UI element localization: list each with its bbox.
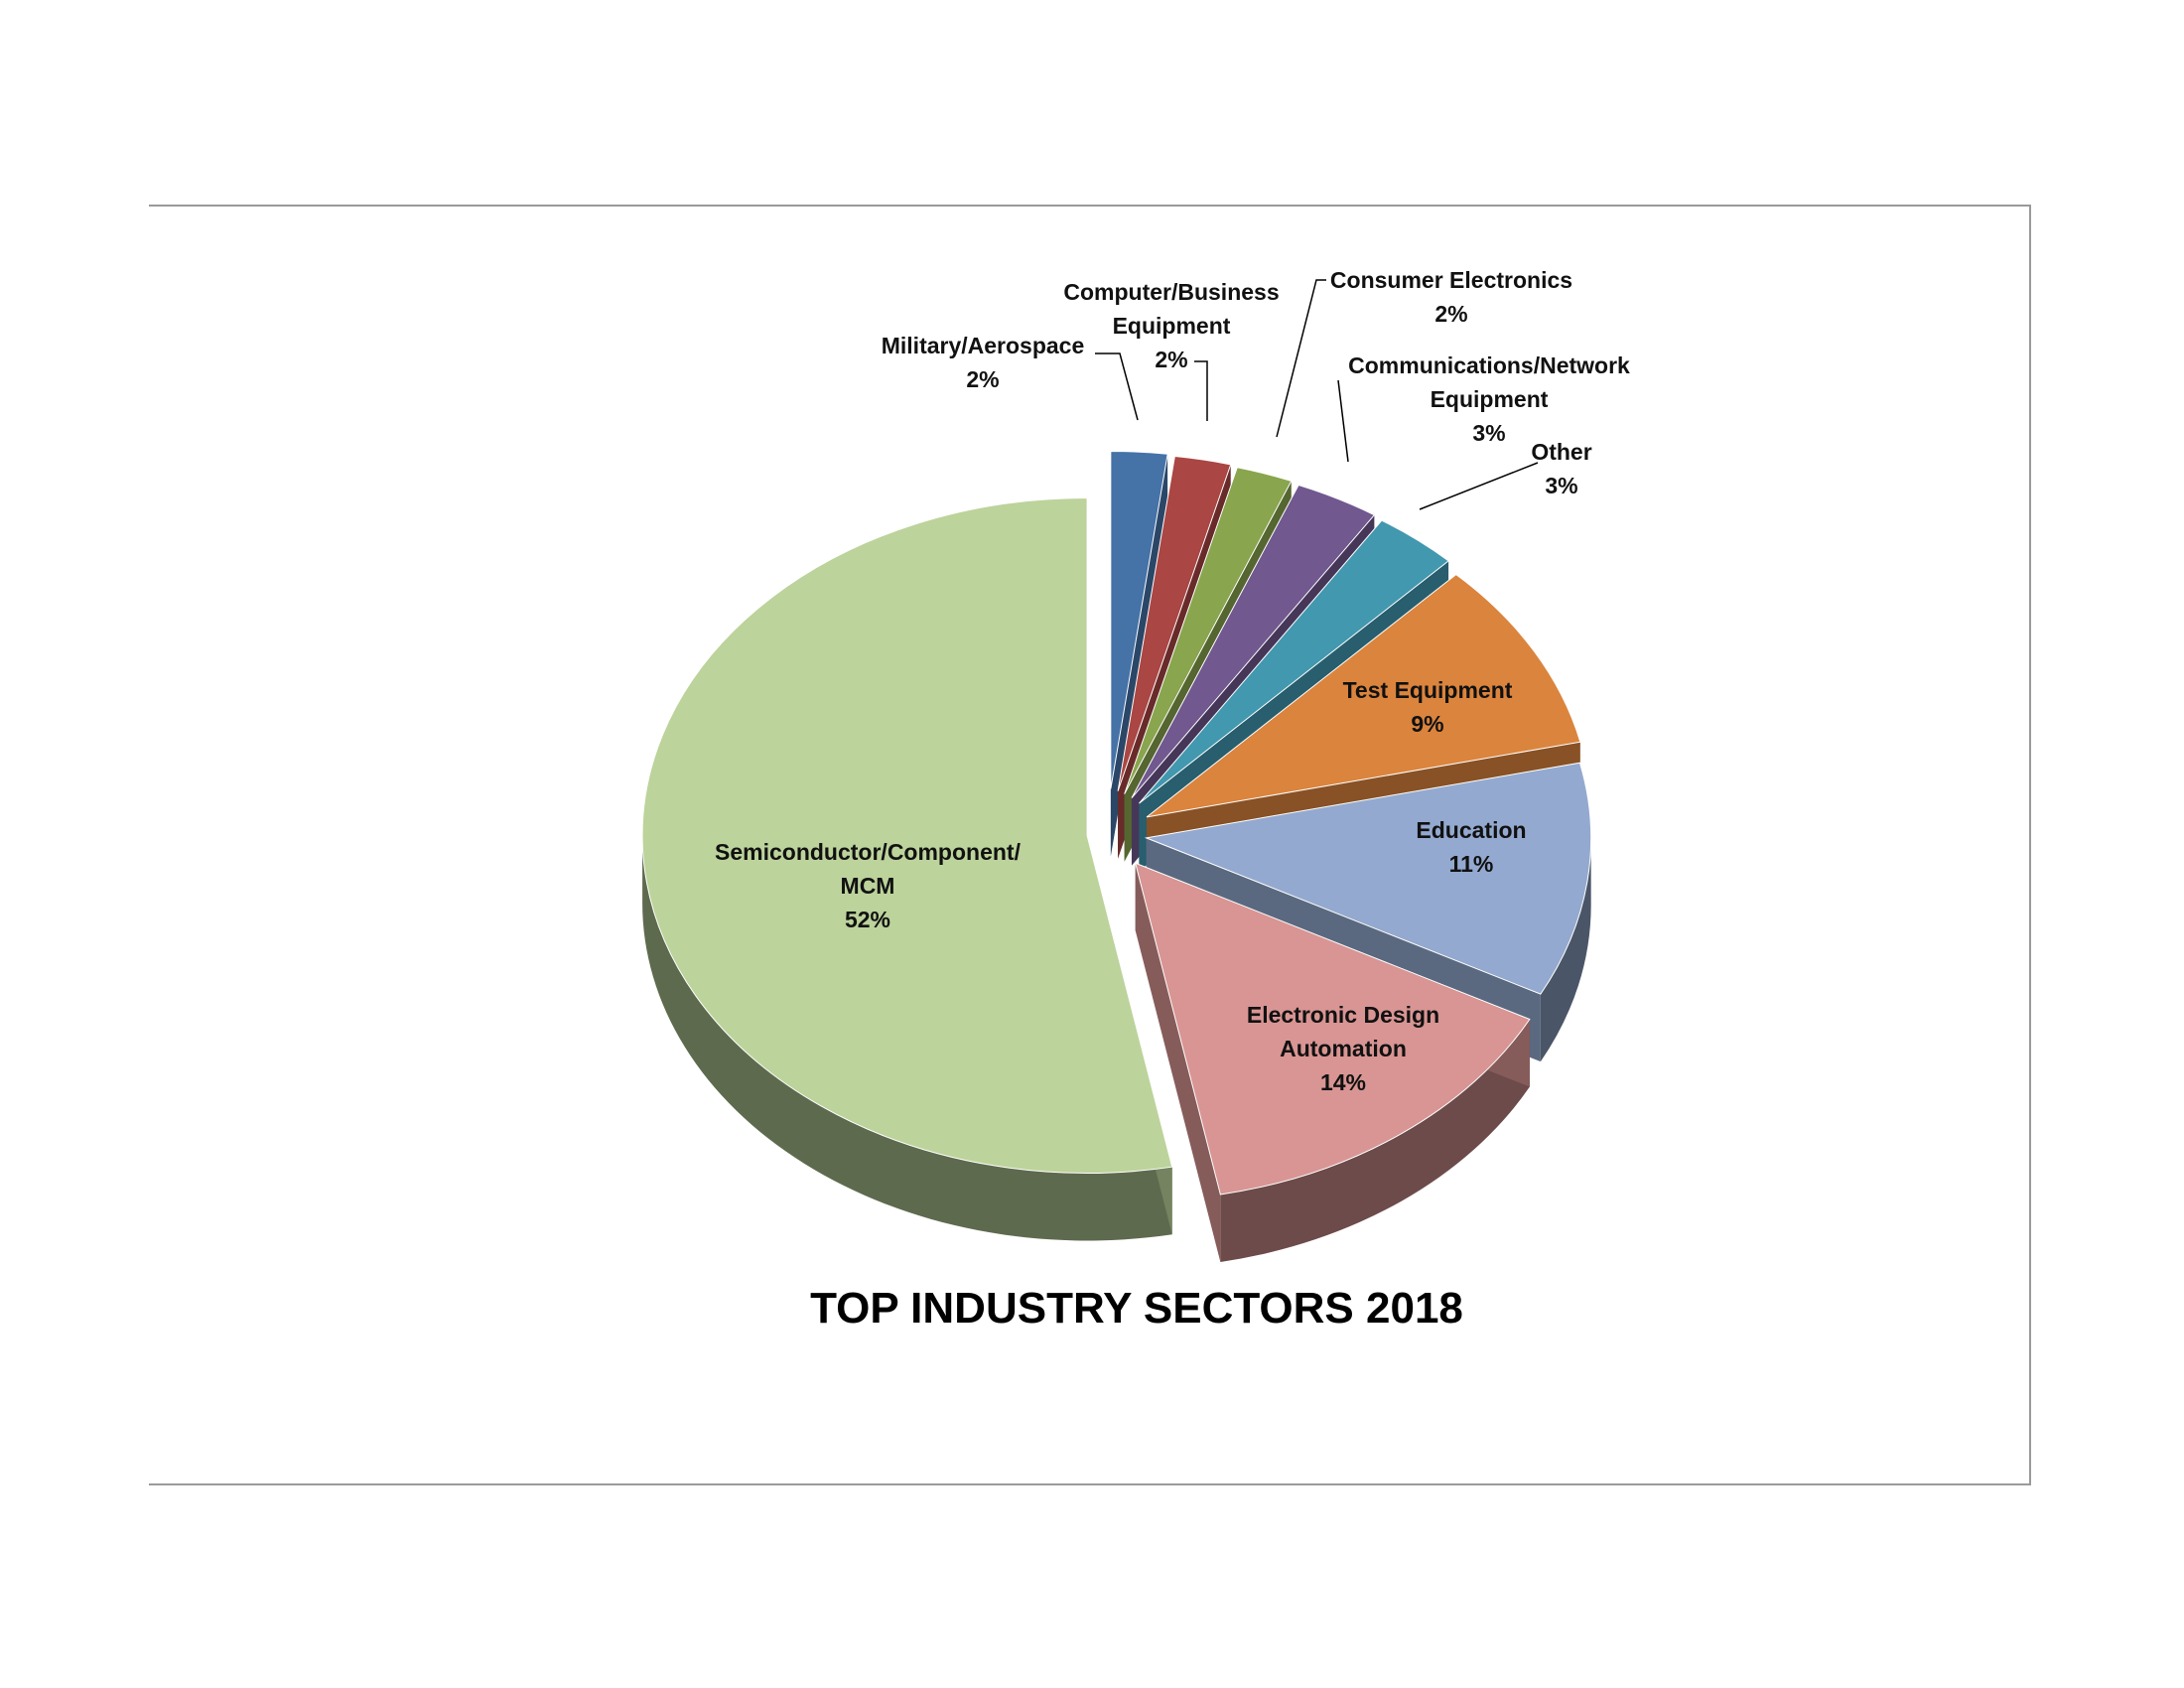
slice-computer-business-equipment [1117,455,1232,791]
slice-label: Semiconductor/Component/MCM 52% [715,839,1022,932]
slice-label-name: Communications/Network [1348,352,1630,378]
slice-label: Consumer Electronics 2% [1330,267,1572,327]
slice-test-equipment [1146,573,1581,818]
slice-label-name: MCM [841,873,895,899]
slice-semiconductor-component-mcm [641,496,1173,1174]
slice-label-value: 11% [1449,851,1494,877]
leader-line [1337,379,1349,463]
slice-label-name: Test Equipment [1343,677,1513,703]
leader-lines [1095,279,1539,510]
slice-label-value: 2% [966,366,999,392]
slice-label: Communications/Network Equipment 3% [1348,352,1630,446]
leader-line [1276,279,1326,438]
slice-side [1220,1019,1530,1262]
slice-labels: Military/Aerospace 2% Computer/Business Equ… [715,267,1630,1095]
slice-edge [1135,863,1221,1262]
pie-tops [641,450,1592,1196]
slice-military-aerospace [1110,450,1168,789]
chart-title: TOP INDUSTRY SECTORS 2018 [810,1284,1463,1333]
slice-label: Other 3% [1531,439,1591,498]
slice-other [1139,519,1449,804]
slice-label-name: Computer/Business [1063,279,1279,305]
slice-label-name: Education [1416,817,1526,843]
slice-label-value: 52% [845,907,890,932]
leader-line [1095,352,1139,421]
slice-side [642,835,1172,1241]
slice-label: Education 11% [1416,817,1526,877]
slice-label-name: Electronic Design [1247,1002,1439,1028]
slice-communications-network-equipment [1131,484,1376,798]
leader-line [1419,462,1539,510]
slice-education [1144,762,1592,995]
slice-label-value: 3% [1545,473,1577,498]
chart-frame [149,205,2031,1485]
slice-electronic-design-automation [1134,862,1531,1196]
slice-label-value: 2% [1155,347,1187,372]
slice-label-name: Automation [1280,1036,1407,1061]
slice-label: Electronic Design Automation 14% [1247,1002,1439,1095]
slice-label-value: 2% [1434,301,1467,327]
slice-label-name: Semiconductor/Component/ [715,839,1022,865]
slice-label-value: 14% [1320,1069,1366,1095]
slice-side [1540,837,1591,1062]
slice-label-name: Consumer Electronics [1330,267,1572,293]
slice-label-value: 9% [1411,711,1443,737]
slice-label: Military/Aerospace 2% [882,333,1085,392]
slice-label-name: Other [1531,439,1591,465]
slice-label-name: Equipment [1431,386,1549,412]
leader-line [1194,360,1208,421]
slice-label: Computer/Business Equipment 2% [1063,279,1279,372]
slice-consumer-electronics [1124,467,1293,794]
slice-label-name: Military/Aerospace [882,333,1085,358]
slice-label-value: 3% [1472,420,1505,446]
slice-label: Test Equipment 9% [1343,677,1513,737]
slice-label-name: Equipment [1113,313,1231,339]
